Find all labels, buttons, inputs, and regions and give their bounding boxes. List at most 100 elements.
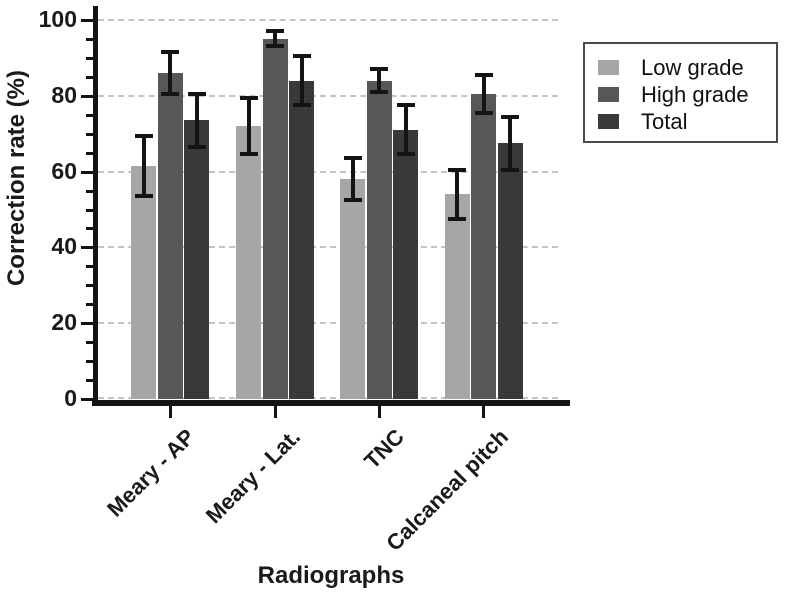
- y-axis-major-tick: [81, 398, 93, 401]
- bar-high-grade: [262, 38, 288, 399]
- x-tick-label: TNC: [359, 424, 409, 474]
- error-bar-cap-bottom: [396, 152, 415, 157]
- error-bar-stem: [481, 73, 486, 115]
- error-bar-cap-bottom: [448, 216, 466, 221]
- y-axis-minor-tick: [86, 284, 93, 288]
- y-axis-minor-tick: [86, 132, 93, 136]
- error-bar-cap-top: [187, 92, 206, 96]
- y-axis-minor-tick: [86, 227, 93, 231]
- legend-item: Total: [598, 108, 776, 135]
- y-axis-major-tick: [81, 246, 93, 250]
- legend-label: Low grade: [641, 54, 744, 80]
- error-bar-cap-top: [239, 95, 258, 100]
- error-bar-stem: [273, 29, 277, 49]
- y-axis-minor-tick: [86, 37, 93, 41]
- bar-total: [184, 120, 209, 399]
- y-axis-minor-tick: [86, 265, 93, 269]
- error-bar-cap-bottom: [370, 89, 388, 94]
- legend-swatch-icon: [598, 87, 619, 102]
- gridline: [98, 322, 558, 325]
- error-bar-cap-top: [343, 156, 362, 161]
- error-bar-cap-top: [474, 73, 493, 78]
- bar-high-grade: [366, 80, 392, 399]
- x-axis-title: Radiographs: [257, 562, 405, 589]
- error-bar-stem: [141, 133, 146, 199]
- error-bar-stem: [168, 50, 172, 96]
- bar-high-grade: [471, 93, 496, 399]
- y-axis-minor-tick: [86, 56, 93, 60]
- bar-low-grade: [340, 179, 365, 399]
- bar-total: [497, 143, 523, 399]
- error-bar-stem: [194, 92, 199, 149]
- y-tick-label: 20: [51, 309, 77, 336]
- y-axis-line: [93, 6, 98, 406]
- gridline: [98, 397, 558, 399]
- bar-low-grade: [444, 194, 470, 399]
- y-axis-major-tick: [81, 19, 93, 22]
- error-bar-cap-top: [292, 54, 311, 59]
- y-axis-major-tick: [81, 322, 93, 326]
- error-bar-cap-top: [448, 167, 466, 172]
- bar-high-grade: [157, 73, 183, 399]
- error-bar-stem: [246, 95, 251, 157]
- gridline: [98, 94, 558, 97]
- error-bar-stem: [299, 54, 304, 108]
- y-tick-label: 0: [64, 385, 77, 411]
- y-tick-label: 60: [51, 157, 77, 184]
- error-bar-cap-bottom: [161, 91, 179, 96]
- y-axis-minor-tick: [86, 379, 93, 383]
- bar-low-grade: [131, 165, 156, 399]
- y-tick-label: 40: [51, 233, 77, 260]
- error-bar-cap-bottom: [292, 103, 311, 108]
- error-bar-cap-bottom: [474, 110, 493, 115]
- y-axis-minor-tick: [86, 341, 93, 345]
- y-axis-minor-tick: [86, 303, 93, 307]
- x-tick-label: Meary - Lat.: [200, 424, 305, 529]
- error-bar-stem: [350, 156, 355, 202]
- legend-label: Total: [641, 108, 688, 134]
- y-axis-minor-tick: [86, 151, 93, 155]
- y-axis-minor-tick: [86, 208, 93, 212]
- y-axis-major-tick: [81, 94, 93, 98]
- error-bar-stem: [377, 67, 381, 94]
- error-bar-cap-top: [161, 50, 179, 55]
- x-axis-tick: [377, 406, 381, 418]
- x-tick-label: Meary - AP: [102, 424, 200, 522]
- error-bar-cap-bottom: [266, 44, 284, 49]
- error-bar-cap-bottom: [239, 152, 258, 157]
- error-bar-cap-top: [134, 133, 153, 138]
- error-bar-cap-top: [370, 67, 388, 72]
- y-axis-minor-tick: [86, 189, 93, 193]
- error-bar-cap-top: [501, 114, 519, 119]
- legend-item: High grade: [598, 81, 776, 108]
- bar-total: [393, 129, 418, 399]
- legend-swatch-icon: [598, 60, 619, 75]
- error-bar-cap-top: [266, 29, 284, 34]
- x-axis-tick: [482, 406, 485, 418]
- legend-swatch-icon: [598, 114, 619, 129]
- error-bar-stem: [455, 167, 459, 221]
- error-bar-cap-top: [396, 103, 415, 108]
- error-bar-cap-bottom: [187, 144, 206, 149]
- y-axis-major-tick: [81, 170, 93, 174]
- y-axis-minor-tick: [86, 113, 93, 117]
- legend-label: High grade: [641, 81, 749, 107]
- y-axis-minor-tick: [86, 360, 93, 364]
- gridline: [98, 246, 558, 249]
- bar-low-grade: [236, 126, 261, 399]
- error-bar-stem: [403, 103, 408, 157]
- x-axis-tick: [168, 406, 172, 418]
- gridline: [98, 19, 558, 21]
- y-tick-label: 80: [51, 81, 77, 108]
- legend-item: Low grade: [598, 54, 776, 81]
- error-bar-cap-bottom: [134, 194, 153, 199]
- legend: Low grade High grade Total: [583, 42, 778, 143]
- error-bar-stem: [508, 114, 512, 172]
- error-bar-cap-bottom: [343, 197, 362, 202]
- x-axis-tick: [273, 406, 277, 418]
- gridline: [98, 170, 558, 173]
- y-tick-label: 100: [38, 6, 77, 32]
- y-axis-minor-tick: [86, 75, 93, 79]
- bar-total: [289, 80, 314, 399]
